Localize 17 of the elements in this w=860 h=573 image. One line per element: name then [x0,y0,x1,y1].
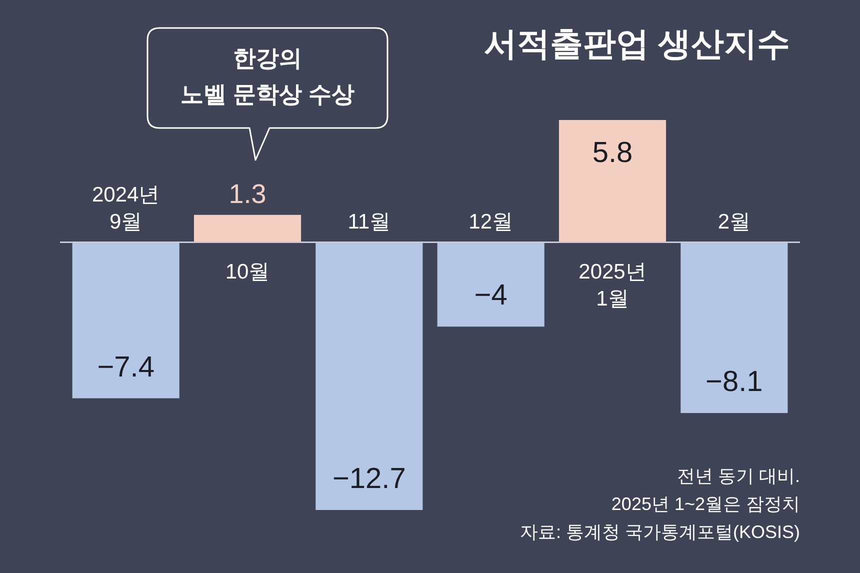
x-tick-label: 10월 [225,260,270,284]
x-tick-label: 11월 [348,210,391,234]
x-tick-label: 12월 [468,210,514,234]
text: 자료: 통계청 국가통계포털(KOSIS) [520,522,800,542]
data-label: 5.8 [592,137,633,169]
x-tick-label: 2025년 1월 [578,260,646,310]
chart-title: 서적출판업 생산지수 [484,25,790,62]
annotation: 2025년 1~2월은 잠정치 [611,494,800,514]
data-label: −12.7 [332,463,406,495]
data-label: −7.4 [97,351,154,384]
annotation: 전년 동기 대비. [676,466,800,486]
callout: 한강의 노벨 문학상 수상 [146,27,388,161]
x-tick-label: 2024년 9월 [92,183,160,234]
data-label: −8.1 [706,366,763,398]
data-label: 1.3 [228,178,266,209]
data-label: −4 [474,280,508,312]
x-tick-label: 2월 [718,210,751,234]
